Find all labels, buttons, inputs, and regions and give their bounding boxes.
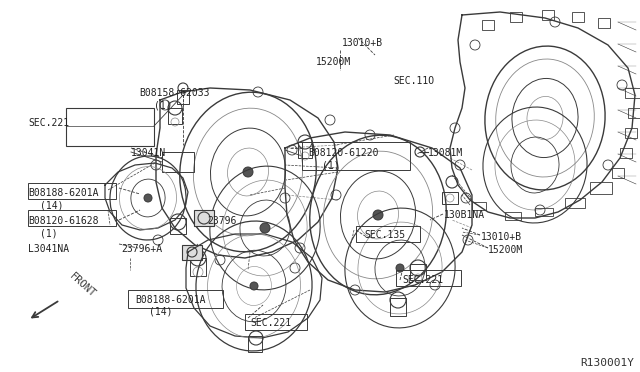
Text: 13081M: 13081M	[428, 148, 463, 158]
Bar	[510, 12, 522, 22]
Bar	[396, 270, 461, 286]
Bar	[572, 12, 584, 22]
Bar	[66, 108, 154, 146]
Text: B08188-6201A: B08188-6201A	[28, 188, 99, 198]
Text: B08158-62033: B08158-62033	[139, 88, 209, 98]
Bar	[505, 212, 521, 220]
Text: R130001Y: R130001Y	[580, 358, 634, 368]
Text: SEC.135: SEC.135	[364, 230, 405, 240]
Text: B08120-61628: B08120-61628	[28, 216, 99, 226]
Text: (14): (14)	[40, 200, 63, 210]
Bar	[410, 264, 426, 280]
Bar	[442, 192, 458, 204]
Bar	[302, 142, 410, 170]
Bar	[28, 210, 116, 226]
Bar	[182, 245, 202, 260]
Bar	[598, 18, 610, 28]
Bar	[620, 148, 632, 158]
Bar	[628, 108, 640, 118]
Bar	[298, 142, 312, 158]
Text: SEC.221: SEC.221	[402, 275, 443, 285]
Bar	[168, 108, 182, 124]
Bar	[194, 210, 214, 226]
Bar	[170, 218, 186, 234]
Text: SEC.11O: SEC.11O	[393, 76, 434, 86]
Text: SEC.221: SEC.221	[250, 318, 291, 328]
Circle shape	[144, 194, 152, 202]
Text: 23796+A: 23796+A	[121, 244, 162, 254]
Bar	[177, 90, 189, 104]
Text: B08188-6201A: B08188-6201A	[135, 295, 205, 305]
Bar	[625, 88, 640, 98]
Text: 13041N: 13041N	[131, 148, 166, 158]
Bar	[482, 20, 494, 30]
Circle shape	[243, 167, 253, 177]
Bar	[565, 198, 585, 208]
Bar	[245, 314, 307, 330]
Bar	[356, 226, 420, 242]
Bar	[590, 182, 612, 194]
Text: 13010+B: 13010+B	[481, 232, 522, 242]
Text: 130B1NA: 130B1NA	[444, 210, 485, 220]
Bar	[535, 208, 553, 216]
Bar	[472, 202, 486, 210]
Text: 15200M: 15200M	[488, 245, 524, 255]
Text: 15200M: 15200M	[316, 57, 351, 67]
Circle shape	[250, 282, 258, 290]
Bar	[128, 290, 223, 308]
Bar	[390, 298, 406, 316]
Text: 23796: 23796	[207, 216, 236, 226]
Text: (1): (1)	[154, 100, 172, 110]
Bar	[28, 183, 116, 199]
Text: (1): (1)	[40, 228, 58, 238]
Text: L3041NA: L3041NA	[28, 244, 69, 254]
Text: B08120-61220: B08120-61220	[308, 148, 378, 158]
Bar	[625, 128, 637, 138]
Circle shape	[396, 264, 404, 272]
Text: 13010+B: 13010+B	[342, 38, 383, 48]
Text: (1): (1)	[322, 160, 340, 170]
Circle shape	[373, 210, 383, 220]
Bar	[162, 152, 194, 172]
Bar	[190, 258, 206, 276]
Bar	[542, 10, 554, 20]
Text: SEC.221: SEC.221	[28, 118, 69, 128]
Bar	[248, 336, 262, 352]
Bar	[612, 168, 624, 178]
Text: FRONT: FRONT	[68, 271, 98, 299]
Text: (14): (14)	[149, 307, 173, 317]
Circle shape	[260, 223, 270, 233]
